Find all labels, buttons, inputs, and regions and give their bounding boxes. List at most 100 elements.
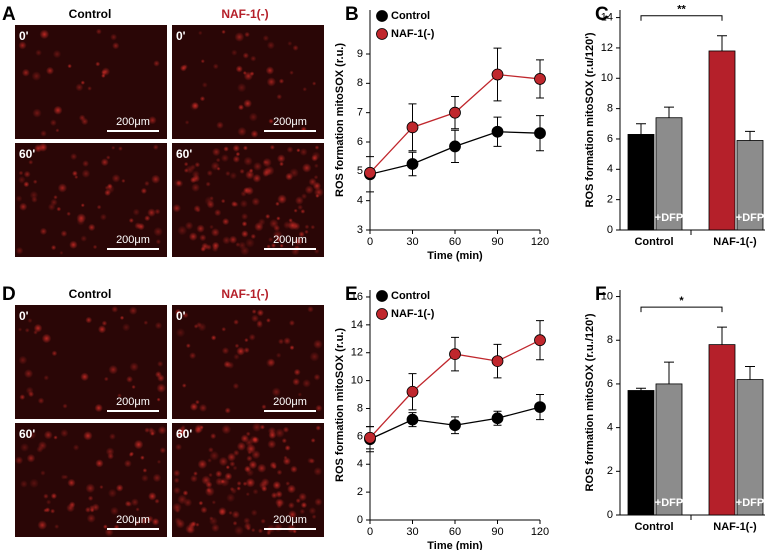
cell — [231, 49, 238, 56]
cell — [172, 203, 182, 213]
cell — [261, 404, 267, 410]
cell — [273, 224, 281, 232]
cell — [27, 318, 33, 324]
cell — [75, 83, 84, 92]
cell — [221, 424, 232, 435]
cell — [95, 28, 102, 35]
cell — [268, 236, 274, 243]
cell — [267, 439, 277, 449]
cell — [263, 160, 268, 165]
cell — [107, 488, 117, 498]
bar-label: +DFP — [736, 212, 764, 224]
cell — [256, 319, 263, 327]
cell — [208, 472, 213, 478]
cell — [256, 309, 264, 317]
cell — [246, 455, 253, 462]
point — [449, 106, 461, 119]
time-label: 60' — [176, 427, 192, 441]
x-tick-label: 90 — [491, 526, 503, 538]
cell — [142, 468, 148, 473]
cell — [55, 128, 60, 133]
x-tick-label: 60 — [449, 526, 461, 538]
cell — [199, 234, 207, 242]
cell — [253, 161, 263, 171]
cell — [140, 187, 148, 195]
cell — [15, 246, 24, 255]
cell — [206, 487, 212, 493]
cell — [251, 309, 257, 315]
cell — [67, 63, 72, 69]
scale-label: 200μm — [273, 234, 307, 246]
cell — [68, 501, 76, 509]
x-tick-label: 30 — [406, 526, 418, 538]
cell — [205, 481, 213, 489]
cell — [276, 93, 283, 100]
cell — [46, 499, 52, 505]
cell — [175, 327, 186, 338]
time-label: 0' — [19, 309, 29, 323]
cell — [251, 527, 256, 533]
cell — [225, 170, 231, 177]
cell — [220, 198, 226, 204]
cell — [295, 497, 301, 504]
cell — [20, 480, 28, 488]
y-tick-label: 6 — [357, 136, 363, 148]
cell — [266, 317, 271, 323]
y-tick-label: 10 — [601, 290, 613, 302]
cell — [250, 233, 257, 240]
cell — [44, 507, 51, 513]
y-tick-label: 14 — [601, 11, 613, 23]
x-tick-label: 90 — [491, 236, 503, 248]
scale-label: 200μm — [116, 396, 150, 408]
y-tick-label: 8 — [357, 402, 363, 414]
cell — [287, 501, 295, 509]
cell — [205, 181, 211, 187]
y-tick-label: 0 — [607, 224, 613, 236]
cell — [314, 497, 323, 507]
bar — [655, 383, 683, 516]
cell — [196, 208, 201, 213]
cell — [240, 434, 249, 443]
cell — [176, 180, 182, 186]
y-tick-label: 6 — [607, 378, 613, 390]
point — [364, 166, 376, 179]
cell — [81, 169, 91, 178]
scale-label: 200μm — [116, 116, 150, 128]
cell — [252, 437, 258, 443]
cell — [95, 459, 104, 468]
cell — [241, 212, 249, 221]
scale-label: 200μm — [273, 116, 307, 128]
cell — [103, 376, 109, 382]
cell — [102, 524, 108, 530]
cell — [144, 427, 150, 433]
cell — [270, 242, 277, 249]
cell — [111, 145, 116, 150]
cell — [299, 147, 308, 156]
cell — [215, 470, 223, 478]
y-tick-label: 8 — [607, 334, 613, 346]
cell — [289, 345, 295, 351]
cell — [234, 525, 244, 536]
cell — [284, 444, 291, 451]
cell — [276, 469, 283, 476]
cell — [99, 484, 104, 490]
cell — [211, 245, 219, 253]
cell — [282, 426, 290, 433]
cell — [121, 178, 126, 184]
point — [406, 385, 419, 398]
cell — [266, 530, 272, 536]
cell — [294, 196, 304, 205]
cell — [19, 202, 28, 211]
cell — [304, 185, 314, 195]
cell — [227, 452, 237, 462]
significance-bracket — [640, 15, 723, 21]
cell — [233, 449, 240, 457]
cell — [83, 431, 93, 441]
panel-letter: E — [345, 284, 358, 305]
cell — [151, 517, 160, 526]
micrograph — [15, 25, 167, 139]
cell — [211, 523, 220, 533]
cell — [97, 325, 107, 334]
panel-letter: A — [2, 4, 16, 25]
